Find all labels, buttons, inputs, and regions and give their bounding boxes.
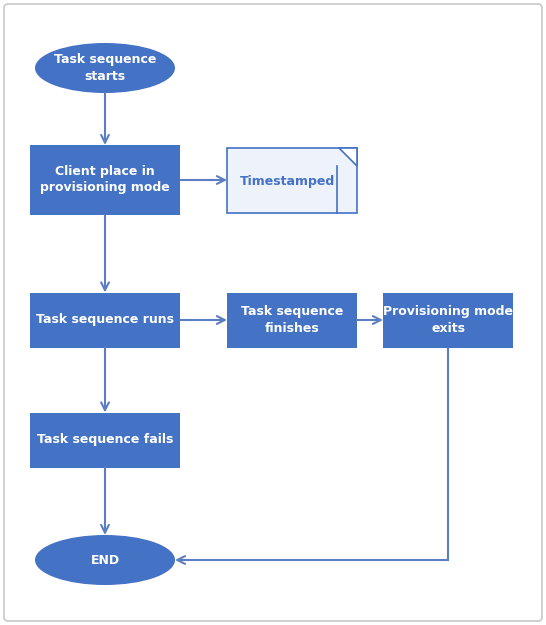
Ellipse shape	[35, 535, 175, 585]
FancyBboxPatch shape	[30, 145, 180, 215]
FancyBboxPatch shape	[30, 292, 180, 348]
Text: Task sequence
finishes: Task sequence finishes	[241, 306, 343, 334]
Text: END: END	[91, 554, 120, 566]
Text: Client place in
provisioning mode: Client place in provisioning mode	[40, 166, 170, 194]
Ellipse shape	[35, 43, 175, 93]
FancyBboxPatch shape	[4, 4, 542, 621]
Text: Task sequence fails: Task sequence fails	[37, 434, 173, 446]
Text: Task sequence
starts: Task sequence starts	[54, 54, 156, 82]
FancyBboxPatch shape	[227, 292, 357, 348]
FancyBboxPatch shape	[30, 412, 180, 468]
FancyBboxPatch shape	[227, 148, 357, 213]
Text: Task sequence runs: Task sequence runs	[36, 314, 174, 326]
Polygon shape	[339, 148, 357, 166]
Text: Provisioning mode
exits: Provisioning mode exits	[383, 306, 513, 334]
Text: Timestamped: Timestamped	[240, 176, 335, 189]
FancyBboxPatch shape	[383, 292, 513, 348]
